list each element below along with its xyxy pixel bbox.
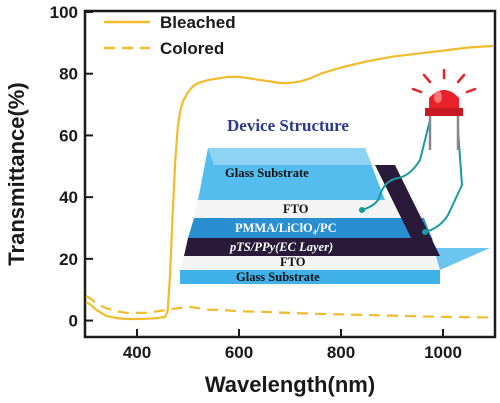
y-axis-title: Transmittance(%) <box>4 82 29 265</box>
y-tick-label: 100 <box>50 3 78 22</box>
y-tick-label: 20 <box>59 250 78 269</box>
series-layer <box>85 44 495 321</box>
x-tick-label: 1000 <box>424 343 462 362</box>
legend-label-bleached: Bleached <box>160 13 236 32</box>
glass-top-face <box>208 148 372 165</box>
wire-contact-bottom <box>422 229 428 235</box>
label-fto-bottom: FTO <box>280 255 306 269</box>
x-tick-label: 400 <box>123 343 151 362</box>
x-tick-label: 600 <box>225 343 253 362</box>
led-icon <box>411 68 477 150</box>
legend-label-colored: Colored <box>160 39 224 58</box>
axis-ticks: 400 600 800 1000 0 20 40 60 80 100 <box>50 3 462 362</box>
x-axis-title: Wavelength(nm) <box>205 372 375 397</box>
y-tick-label: 60 <box>59 126 78 145</box>
wire-bottom <box>424 129 464 233</box>
electrolyte-layer <box>188 218 432 238</box>
plot-frame <box>83 9 497 339</box>
y-tick-label: 0 <box>69 312 78 331</box>
wire-top <box>361 119 431 211</box>
ec-layer <box>184 238 436 256</box>
label-fto-top: FTO <box>283 202 309 216</box>
wire-contact-top <box>359 207 365 213</box>
y-tick-label: 40 <box>59 188 78 207</box>
series-line-bleached <box>85 44 495 321</box>
fto-top-layer <box>194 200 424 218</box>
y-tick-label: 80 <box>59 65 78 84</box>
device-structure-inset: Device Structure Glass Substrate FTO PMM… <box>180 68 490 284</box>
legend: Bleached Colored <box>104 13 236 58</box>
inset-title: Device Structure <box>227 116 349 135</box>
label-glass-bottom: Glass Substrate <box>236 270 320 284</box>
x-tick-label: 800 <box>327 343 355 362</box>
label-electrolyte: PMMA/LiClO₄/PC <box>235 221 337 235</box>
glass-bottom-edge <box>180 270 440 284</box>
fto-bottom-layer <box>180 256 440 270</box>
label-glass-top: Glass Substrate <box>225 166 309 180</box>
label-ec-layer: pTS/PPy(EC Layer) <box>229 240 333 254</box>
series-line-colored <box>85 294 495 319</box>
